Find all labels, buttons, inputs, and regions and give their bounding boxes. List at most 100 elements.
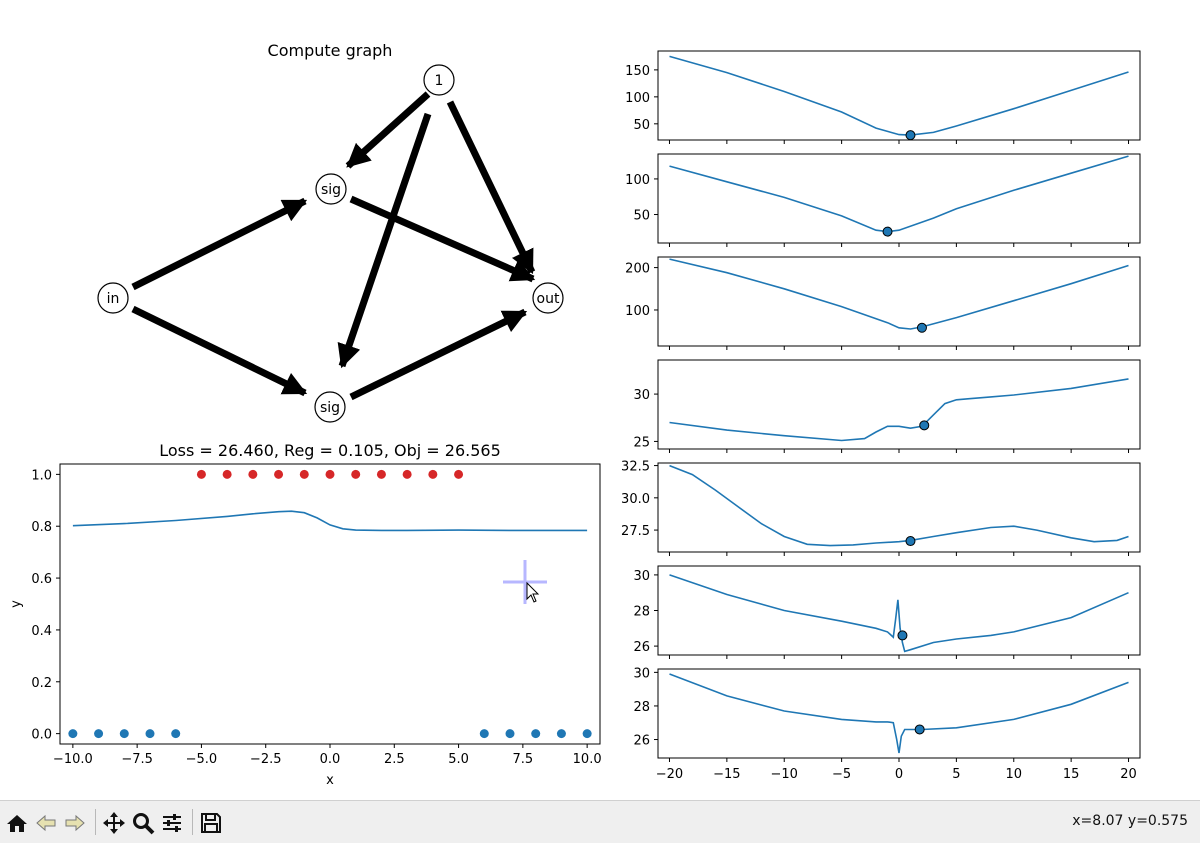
- current-param-marker: [916, 322, 927, 333]
- main-plot-content: −10.0 −7.5 −5.0 −2.5 0.0 2.5 5.0 7.5 10.0 0.0 0.2 0…: [31, 468, 601, 767]
- class1-point: [274, 469, 284, 479]
- graph-node-out-label: out: [537, 291, 560, 307]
- main-plot[interactable]: Loss = 26.460, Reg = 0.105, Obj = 26.565…: [9, 441, 602, 788]
- class0-point: [556, 729, 566, 739]
- configure-subplots-button[interactable]: [159, 810, 185, 836]
- forward-button[interactable]: [62, 810, 88, 836]
- home-button[interactable]: [4, 810, 30, 836]
- subplot-frame: [657, 668, 1141, 759]
- loss-subplot-4: 25 30: [633, 359, 1141, 453]
- graph-node-one-label: 1: [435, 73, 444, 89]
- class0-point: [171, 729, 181, 739]
- class1-point: [222, 469, 232, 479]
- y-tick-label: 150: [625, 64, 650, 79]
- toolbar-separator: [95, 809, 96, 835]
- x-tick-label: 0: [895, 767, 903, 782]
- x-tick-label: 0.0: [320, 752, 341, 767]
- x-tick-label: 20: [1120, 767, 1137, 782]
- y-tick-label: 100: [625, 173, 650, 188]
- y-tick-label: 50: [633, 118, 650, 133]
- graph-node-sig-bot: sig: [314, 391, 346, 423]
- home-icon: [7, 815, 27, 832]
- edge-one-to-sig-top: [345, 91, 431, 169]
- save-button[interactable]: [198, 810, 224, 836]
- edge-sig-top-to-out: [349, 195, 536, 283]
- class0-point: [582, 729, 592, 739]
- y-tick-label: 1.0: [31, 468, 52, 483]
- floppy-disk-icon: [201, 813, 221, 833]
- y-tick-label: 50: [633, 209, 650, 224]
- subplot-frame: [657, 50, 1141, 141]
- current-param-marker: [914, 724, 925, 735]
- subplot-frame: [657, 153, 1141, 244]
- class0-point: [479, 729, 489, 739]
- class0-point: [119, 729, 129, 739]
- x-tick-label: 15: [1063, 767, 1080, 782]
- graph-node-sig-top-label: sig: [321, 182, 341, 198]
- main-plot-frame[interactable]: [59, 463, 601, 745]
- pan-button[interactable]: [101, 810, 127, 836]
- x-tick-label: −5: [832, 767, 851, 782]
- y-tick-label: 32.5: [621, 460, 650, 475]
- subplot-stack: 5010015050100100200253027.530.032.526283…: [621, 50, 1141, 782]
- current-param-marker: [897, 630, 908, 641]
- graph-node-one: 1: [423, 64, 455, 96]
- loss-subplot-5: 27.5 30.0 32.5: [621, 460, 1141, 556]
- class1-point: [196, 469, 206, 479]
- y-tick-label: 0.4: [31, 624, 52, 639]
- y-tick-label: 28: [633, 605, 650, 620]
- class0-point: [531, 729, 541, 739]
- y-tick-label: 0.0: [31, 728, 52, 743]
- subplot-frame: [657, 256, 1141, 347]
- loss-subplot-1: 50 100 150: [625, 50, 1141, 144]
- move-arrows-icon: [103, 812, 125, 834]
- x-tick-label: −2.5: [250, 752, 282, 767]
- y-tick-label: 200: [625, 262, 650, 277]
- cursor-crosshair: [503, 560, 547, 604]
- loss-curve: [669, 673, 1129, 754]
- loss-subplot-2: 50 100: [625, 153, 1141, 247]
- graph-node-out: out: [532, 282, 564, 314]
- back-button[interactable]: [33, 810, 59, 836]
- edge-one-to-sig-bot: [337, 112, 432, 369]
- class1-point: [428, 469, 438, 479]
- loss-subplot-7: −20 −15 −10 −5 0 5 10 15 20 26 28 30: [633, 666, 1141, 782]
- x-tick-label: −15: [713, 767, 740, 782]
- y-tick-label: 100: [625, 91, 650, 106]
- current-param-marker: [905, 536, 916, 547]
- y-tick-label: 28: [633, 700, 650, 715]
- loss-subplot-6: 26 28 30: [633, 565, 1141, 659]
- main-plot-xlabel: x: [326, 773, 334, 788]
- y-tick-label: 25: [633, 435, 650, 450]
- edge-in-to-sig-top: [131, 197, 308, 291]
- forward-arrow-icon: [65, 814, 85, 832]
- y-tick-label: 30: [633, 666, 650, 681]
- x-tick-label: 5: [952, 767, 960, 782]
- loss-subplot-3: 100 200: [625, 256, 1141, 350]
- zoom-button[interactable]: [130, 810, 156, 836]
- y-tick-label: 30: [633, 569, 650, 584]
- current-param-marker: [882, 226, 893, 237]
- y-tick-label: 27.5: [621, 524, 650, 539]
- y-tick-label: 30.0: [621, 492, 650, 507]
- edge-sig-bot-to-out: [349, 308, 528, 401]
- subplot-frame: [657, 462, 1141, 553]
- x-tick-label: −20: [656, 767, 683, 782]
- y-tick-label: 26: [633, 640, 650, 655]
- loss-curve: [669, 378, 1129, 442]
- figure-canvas: Compute graph 1 sig in: [9, 41, 1141, 788]
- mouse-pointer-icon: [526, 581, 540, 603]
- graph-node-sig-bot-label: sig: [320, 400, 340, 416]
- x-tick-label: 2.5: [384, 752, 405, 767]
- class0-point: [68, 729, 78, 739]
- x-tick-label: −10.0: [53, 752, 93, 767]
- y-tick-label: 30: [633, 388, 650, 403]
- loss-curve: [669, 155, 1129, 233]
- toolbar: x=8.07 y=0.575: [0, 800, 1200, 843]
- graph-nodes: 1 sig in out sig: [97, 64, 564, 423]
- y-tick-label: 100: [625, 304, 650, 319]
- loss-curve: [669, 258, 1129, 330]
- y-tick-label: 26: [633, 734, 650, 749]
- loss-curve: [669, 574, 1129, 653]
- y-tick-label: 0.8: [31, 520, 52, 535]
